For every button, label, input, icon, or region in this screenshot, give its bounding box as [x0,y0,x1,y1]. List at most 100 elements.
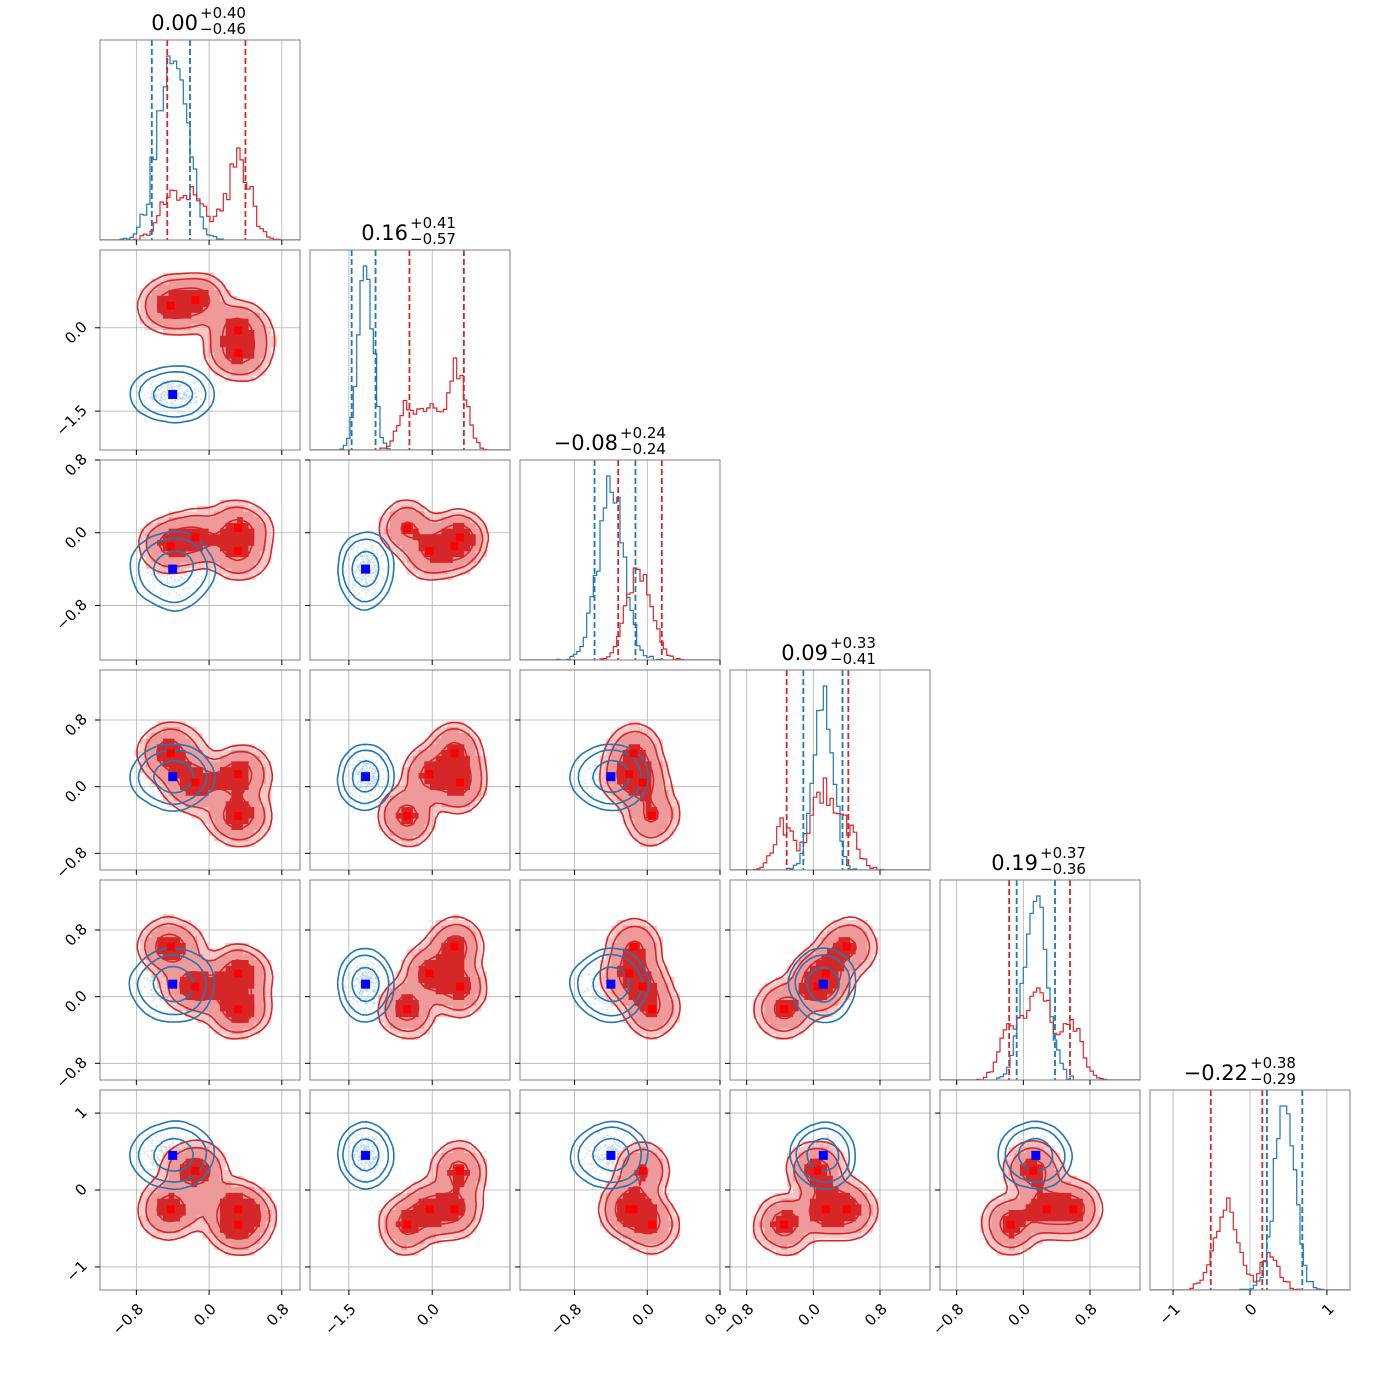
sample-point-blue [180,575,182,578]
sample-point-blue [195,581,198,583]
sample-point-blue [601,1008,604,1011]
sample-point-blue [175,591,178,594]
sample-point-blue [171,388,174,391]
sample-point-blue [371,571,374,574]
sample-point-blue [369,554,372,557]
sample-point-blue [374,574,377,577]
sample-point-blue [188,375,191,378]
blue-contour-line [137,537,209,604]
title-value: 0.16 [361,221,408,245]
y-tick-label: −0.8 [52,843,90,881]
sample-point-blue [164,384,166,387]
sample-point-blue [361,769,364,772]
sample-point-blue [581,781,583,784]
sample-point-blue [179,397,182,400]
red-contour-line [138,499,275,581]
sample-point-blue [364,764,367,767]
sample-point-blue [190,381,193,384]
blue-contour-line [342,749,390,805]
sample-point-blue [187,587,190,590]
sample-point-blue [373,988,376,990]
sample-point-red [388,783,391,786]
panel-frame [309,249,511,451]
sample-point-blue [157,790,160,793]
blue-contour-line [351,760,380,793]
sample-point-blue [150,573,153,576]
sample-point-blue [373,566,376,569]
sample-point-blue [344,986,347,989]
sample-point-blue [361,542,364,545]
sample-point-blue [358,1004,361,1007]
sample-point-blue [161,386,164,389]
sample-point-blue [373,561,375,564]
sample-point-red [640,725,642,727]
sample-point-blue [360,989,363,992]
mode-marker-red [450,942,459,951]
sample-point-blue [372,768,375,771]
sample-point-blue [375,775,377,778]
sample-point-blue [178,384,181,386]
sample-point-blue [605,1002,608,1005]
sample-point-red [168,1006,170,1009]
sample-point-blue [363,970,365,973]
sample-point-blue [140,990,143,993]
sample-point-blue [166,580,169,583]
sample-point-blue [377,791,380,794]
sample-point-blue [360,596,363,599]
sample-point-blue [581,975,583,978]
sample-point-blue [135,776,138,779]
sample-point-blue [352,767,355,770]
red-contour-fill-inner [617,942,658,1018]
panel-frame [309,669,511,871]
blue-contour-line [129,743,216,812]
sample-point-blue [373,782,376,784]
sample-point-blue [164,396,167,399]
sample-point-blue [358,794,361,797]
sample-point-blue [193,575,196,577]
sample-point-blue [375,976,378,979]
sample-point-blue [175,385,178,388]
sample-point-blue [361,589,363,592]
sample-point-blue [359,759,362,762]
sample-point-blue [161,580,164,583]
sample-point-blue [366,974,369,977]
sample-point-blue [366,582,368,585]
sample-point-blue [372,579,375,581]
sample-point-blue [606,1012,609,1015]
sample-point-blue [369,977,372,979]
red-contour-line [395,935,472,1021]
sample-point-blue [158,991,161,994]
sample-point-blue [371,971,374,974]
sample-point-blue [360,975,363,978]
sample-point-blue [146,976,149,979]
sample-point-blue [177,396,180,398]
sample-point-blue [349,531,352,534]
sample-point-blue [136,557,139,560]
mode-marker-blue [168,564,178,574]
sample-point-blue [361,992,364,995]
y-tick-label: 0.8 [61,920,91,950]
sample-point-blue [178,409,181,412]
sample-point-blue [369,991,372,994]
sample-point-blue [178,593,181,596]
sample-point-blue [372,776,375,779]
sample-point-blue [367,782,370,784]
sample-point-blue [195,396,198,399]
panel-frame [99,669,301,871]
sample-point-blue [367,994,370,997]
sample-point-blue [363,997,366,1000]
sample-point-blue [364,958,367,961]
sample-point-blue [344,570,347,573]
sample-point-blue [367,990,370,993]
sample-point-blue [167,383,169,386]
title-plus: +0.24 [620,424,666,442]
sample-point-blue [388,766,391,768]
sample-point-blue [143,402,146,405]
blue-contour-line [337,531,395,611]
sample-point-blue [359,773,362,776]
sample-point-blue [146,978,148,981]
sample-point-blue [372,591,375,594]
sample-point-blue [164,1002,166,1004]
y-tick-label: 0.8 [61,450,91,480]
sample-point-blue [374,770,376,773]
